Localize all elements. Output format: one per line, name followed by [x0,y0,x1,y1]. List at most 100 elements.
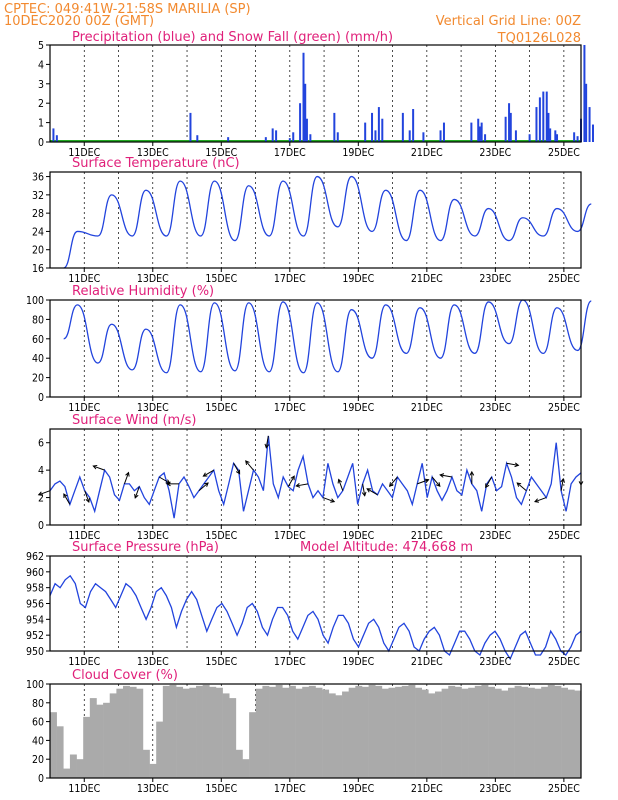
precip-bar [302,52,305,143]
cloud-cover-bar [342,691,349,778]
wind-arrow-head [337,478,343,484]
x-tick-label: 23DEC [479,656,511,668]
x-tick-label: 25DEC [548,402,580,414]
precip-bar [364,122,367,142]
cloud-cover-bar [527,687,535,778]
cloud-cover-bar [189,687,197,778]
wind-arrow [84,490,90,503]
cloud-cover-bar [149,763,157,778]
precip-bar [264,137,267,142]
precip-bar [528,134,531,142]
cloud-cover-bar [255,688,263,778]
y-tick-label: 0 [38,137,44,149]
cloud-cover-bar [302,686,310,778]
wind-arrow-head [439,473,445,478]
header-left-line1: CPTEC: 049:41W-21:58S MARILIA (SP) [4,2,251,17]
y-tick-label: 20 [32,245,44,257]
header-left-line2: 10DEC2020 00Z (GMT) [4,14,154,29]
cloud-title: Cloud Cover (%) [72,668,178,683]
x-tick-label: 19DEC [342,783,374,795]
x-tick-label: 21DEC [411,656,443,668]
cloud-cover-bar [69,754,77,778]
cloud-cover-bar [481,684,489,778]
model-altitude: Model Altitude: 474.668 m [300,540,473,555]
x-tick-label: 15DEC [205,530,237,542]
wind-arrow [38,490,51,496]
precip-bar [470,122,473,142]
wind-arrow [245,460,254,471]
x-tick-label: 15DEC [205,402,237,414]
cloud-cover-bar [541,686,549,778]
cloud-cover-bar [468,687,476,778]
cloud-cover-bar [202,684,210,778]
panel-frame [49,428,582,526]
precip-bar [588,107,591,142]
x-tick-label: 11DEC [68,273,100,285]
precip-bar [556,134,559,142]
wind-arrow-head [92,464,98,470]
cloud-cover-bar [415,687,422,778]
wind-title: Surface Wind (m/s) [72,413,196,428]
precip-bar [442,122,445,142]
cloud-cover-bar [262,685,270,778]
y-tick-label: 80 [32,314,44,326]
cloud-cover-bar [501,690,509,778]
x-tick-label: 15DEC [205,147,237,159]
x-tick-label: 21DEC [411,273,443,285]
x-tick-label: 19DEC [342,402,374,414]
y-tick-label: 2 [38,98,44,110]
precip-bar [439,130,442,142]
precip-bar [422,132,425,142]
y-tick-label: 40 [32,353,44,365]
cloud-cover-bar [574,690,582,778]
y-tick-label: 36 [32,172,44,184]
panel-frame [49,683,582,779]
precip-bar [504,116,507,142]
precip-bar [545,91,548,142]
y-tick-label: 3 [38,79,44,91]
wind-arrow-head [361,491,367,497]
cloud-cover-bar [328,693,336,778]
cloud-cover-bar [142,749,150,778]
cloud-cover-bar [76,759,84,778]
precip-bar [573,132,576,142]
x-tick-label: 13DEC [137,783,169,795]
precip-bar [554,130,557,142]
y-tick-label: 24 [32,226,44,238]
precip-bar [549,128,552,142]
cloud-cover-bar [83,716,91,778]
y-tick-label: 954 [26,614,44,626]
x-tick-label: 11DEC [68,147,100,159]
precip-bar [583,45,586,142]
cloud-cover-bar [162,685,170,778]
precip-bar [189,112,192,142]
precip-bar [55,135,58,142]
wind-arrow-head [295,483,301,488]
x-tick-label: 15DEC [205,273,237,285]
precip-bar [333,112,336,142]
y-tick-label: 60 [32,717,44,729]
cloud-cover-bar [335,695,343,778]
y-tick-label: 952 [26,630,44,642]
precip-bar [304,83,307,142]
wind-arrow [485,476,493,488]
cloud-cover-bar [282,687,290,778]
wind-arrow [63,493,71,505]
cloud-cover-bar [196,685,203,778]
temperature-title: Surface Temperature (nC) [72,156,240,171]
cloud-cover-bar [182,688,190,778]
wind-arrow [516,482,527,492]
header-right-line1: Vertical Grid Line: 00Z [436,14,581,29]
wind-arrow-head [424,478,430,484]
wind-arrow [506,462,519,466]
panel-frame [49,171,582,269]
cloud-cover-bar [534,688,542,778]
wind-arrow-head [125,471,130,477]
cloud-cover-bar [408,684,416,778]
cloud-cover-bar [63,768,71,778]
cloud-cover-bar [222,693,230,778]
cloud-cover-bar [103,702,111,778]
cloud-cover-bar [395,686,403,778]
wind-arrow-head [235,469,241,475]
